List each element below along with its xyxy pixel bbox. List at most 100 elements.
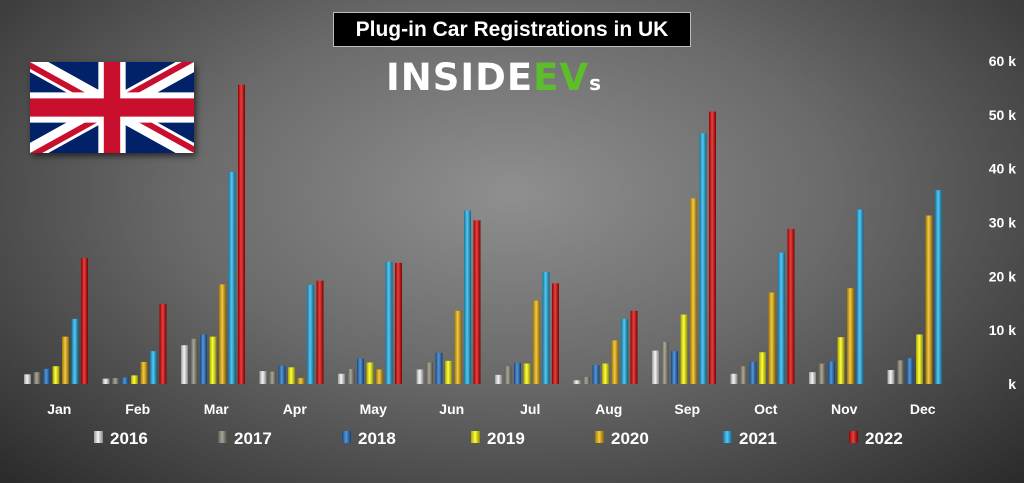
- insideevs-logo: INSIDEEVs: [386, 56, 602, 100]
- y-tick-label: 10 k: [989, 322, 1016, 338]
- legend-swatch-2017: [218, 431, 227, 443]
- bar-jun-2020: [454, 310, 462, 384]
- bar-feb-2019: [131, 375, 138, 384]
- bar-feb-2022: [159, 303, 167, 384]
- bar-feb-2017: [112, 378, 119, 384]
- bar-aug-2020: [611, 340, 619, 384]
- bar-jan-2017: [33, 372, 41, 384]
- x-tick-label: Nov: [831, 401, 858, 417]
- bar-oct-2022: [787, 228, 795, 384]
- legend-swatch-2018: [342, 431, 351, 443]
- bar-sep-2022: [709, 111, 716, 384]
- bar-feb-2016: [102, 378, 110, 384]
- legend: 2016 2017 2018 2019 2020 2021 2022: [94, 429, 903, 448]
- bar-jul-2016: [495, 374, 502, 384]
- logo-accent-text: EV: [533, 56, 590, 99]
- bar-may-2017: [347, 368, 355, 384]
- bar-sep-2018: [671, 351, 678, 384]
- bar-jul-2018: [514, 363, 521, 384]
- bar-aug-2016: [573, 380, 581, 384]
- bar-dec-2017: [897, 360, 904, 384]
- bar-aug-2022: [630, 310, 638, 384]
- bar-oct-2019: [759, 352, 766, 384]
- bar-jun-2022: [473, 220, 481, 384]
- bar-jul-2017: [504, 366, 512, 384]
- bar-mar-2019: [209, 336, 217, 384]
- logo-small-text: s: [589, 71, 602, 95]
- legend-swatch-2020: [595, 431, 604, 443]
- legend-swatch-2019: [471, 431, 480, 443]
- bar-sep-2016: [652, 350, 659, 384]
- legend-label-2021: 2021: [739, 429, 777, 448]
- uk-flag-icon: [30, 62, 194, 153]
- bar-may-2022: [395, 262, 402, 384]
- bar-sep-2019: [680, 314, 688, 384]
- bar-may-2018: [357, 358, 364, 384]
- bar-aug-2017: [583, 377, 590, 384]
- legend-label-2017: 2017: [234, 429, 272, 448]
- y-tick-label: k: [1008, 376, 1016, 392]
- bar-oct-2020: [768, 292, 776, 384]
- bar-apr-2019: [288, 367, 295, 384]
- x-tick-label: Jun: [439, 401, 464, 417]
- bar-sep-2017: [661, 342, 669, 384]
- bar-apr-2017: [269, 371, 276, 384]
- bar-may-2016: [338, 373, 345, 384]
- legend-label-2020: 2020: [611, 429, 649, 448]
- bar-mar-2022: [238, 84, 245, 384]
- x-tick-label: May: [360, 401, 387, 417]
- bar-dec-2020: [925, 215, 933, 384]
- bar-jun-2021: [464, 210, 471, 384]
- bar-apr-2020: [297, 378, 305, 384]
- bar-may-2020: [376, 369, 383, 384]
- bar-sep-2021: [699, 133, 707, 384]
- legend-label-2016: 2016: [110, 429, 148, 448]
- bar-may-2019: [366, 362, 374, 384]
- bar-apr-2021: [307, 284, 314, 384]
- y-axis: k 10 k 20 k 30 k 40 k 50 k 60 k: [989, 53, 1016, 392]
- x-tick-label: Dec: [910, 401, 936, 417]
- bar-aug-2021: [621, 318, 628, 384]
- x-tick-label: Apr: [283, 401, 308, 417]
- legend-swatch-2016: [94, 431, 103, 443]
- bar-mar-2016: [181, 345, 188, 384]
- y-tick-label: 60 k: [989, 53, 1016, 69]
- bar-jun-2016: [416, 369, 424, 384]
- bar-aug-2019: [602, 363, 609, 384]
- bar-apr-2022: [316, 280, 324, 384]
- bar-jun-2019: [445, 360, 452, 384]
- bar-jan-2016: [24, 374, 31, 384]
- legend-label-2019: 2019: [487, 429, 525, 448]
- bar-jul-2020: [533, 300, 540, 384]
- x-tick-label: Sep: [674, 401, 700, 417]
- bar-jan-2022: [81, 258, 88, 384]
- bar-mar-2018: [200, 334, 207, 384]
- legend-label-2022: 2022: [865, 429, 903, 448]
- x-tick-label: Jul: [520, 401, 540, 417]
- chart-title-box: Plug-in Car Registrations in UK: [333, 12, 691, 47]
- bar-jun-2017: [426, 362, 433, 384]
- chart-title: Plug-in Car Registrations in UK: [355, 17, 669, 41]
- bar-nov-2019: [837, 337, 845, 384]
- bar-dec-2021: [935, 190, 942, 384]
- bar-nov-2018: [828, 361, 835, 384]
- bar-jan-2021: [71, 318, 79, 384]
- bar-jun-2018: [435, 352, 443, 384]
- y-tick-label: 20 k: [989, 268, 1016, 284]
- bar-nov-2021: [856, 209, 864, 384]
- bar-jul-2022: [552, 283, 559, 384]
- bar-jul-2021: [542, 272, 550, 384]
- bar-mar-2017: [190, 338, 198, 384]
- x-tick-label: Jan: [47, 401, 71, 417]
- bar-dec-2019: [916, 334, 923, 384]
- x-tick-label: Feb: [125, 401, 150, 417]
- bar-feb-2020: [140, 361, 148, 384]
- bar-nov-2020: [847, 288, 854, 384]
- bar-nov-2016: [809, 372, 816, 384]
- bar-feb-2018: [121, 377, 129, 384]
- bar-apr-2018: [278, 365, 286, 384]
- bar-mar-2021: [228, 171, 236, 384]
- bar-aug-2018: [592, 365, 600, 384]
